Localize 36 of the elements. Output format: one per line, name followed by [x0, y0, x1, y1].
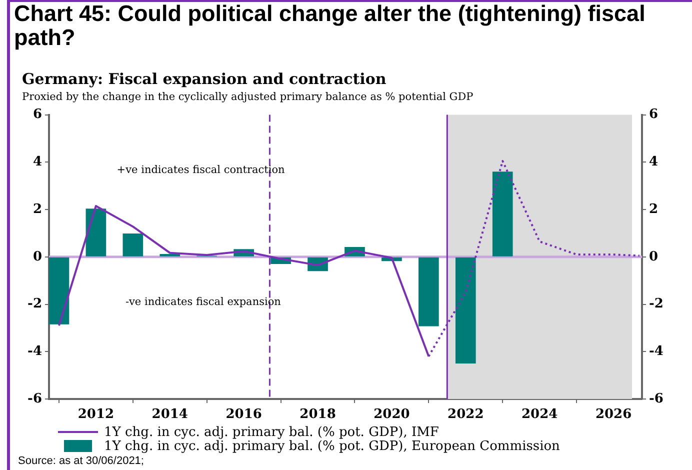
x-tick-label: 2014	[152, 407, 188, 422]
chart-title: Chart 45: Could political change alter the (tightening) fiscal path?	[14, 1, 646, 50]
x-tick-label: 2012	[78, 407, 114, 422]
annotation: +ve indicates fiscal contraction	[116, 164, 286, 176]
source-note: Source: as at 30/06/2021;	[18, 455, 144, 468]
y-tick-label: -4	[28, 344, 42, 360]
legend-label: 1Y chg. in cyc. adj. primary bal. (% pot. GDP), European Commission	[104, 438, 560, 454]
legend-label: 1Y chg. in cyc. adj. primary bal. (% pot. GDP), IMF	[104, 424, 439, 440]
y-tick-label: -2	[28, 296, 42, 312]
y2-tick-label: 6	[649, 107, 658, 122]
y2-tick-label: -4	[649, 344, 664, 360]
annotation: -ve indicates fiscal expansion	[125, 296, 282, 308]
y2-tick-label: -6	[649, 391, 664, 406]
y2-tick-label: 2	[649, 202, 658, 217]
y2-tick-label: -2	[649, 296, 664, 312]
x-tick-label: 2018	[300, 407, 336, 422]
y-tick-label: 2	[32, 202, 42, 217]
y-tick-label: 0	[32, 249, 42, 264]
y2-tick-label: 4	[649, 154, 658, 170]
y-tick-label: -6	[28, 391, 42, 406]
y2-tick-label: 0	[649, 249, 658, 264]
bar	[49, 257, 70, 324]
x-tick-label: 2024	[522, 407, 558, 422]
y-tick-label: 6	[32, 107, 42, 122]
bar	[455, 257, 476, 364]
y-tick-label: 4	[32, 154, 42, 170]
x-tick-label: 2026	[595, 407, 632, 422]
x-tick-label: 2022	[448, 407, 484, 422]
x-tick-label: 2020	[374, 407, 410, 422]
chart-subtitle: Germany: Fiscal expansion and contraction	[22, 70, 386, 88]
bar	[418, 257, 439, 326]
x-tick-label: 2016	[226, 407, 262, 422]
bar	[492, 172, 513, 256]
text: Proxied by the change in the cyclically adjusted primary balance as % potential GDP	[22, 91, 474, 103]
bar	[122, 233, 144, 256]
bar	[86, 208, 106, 256]
